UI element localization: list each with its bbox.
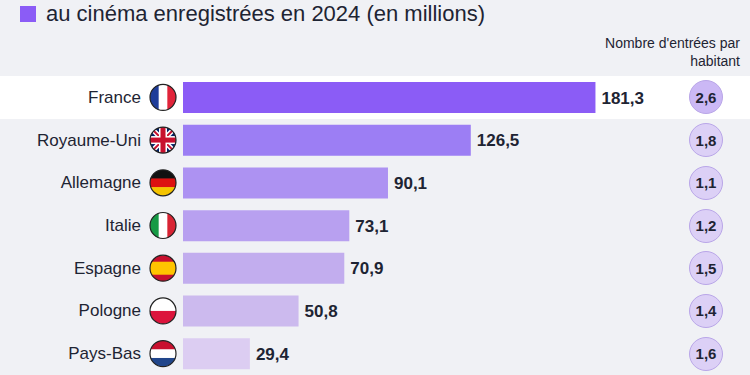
- html-text:1,1: 1,1: [695, 174, 717, 192]
- html-text:1,6: 1,6: [695, 345, 717, 363]
- svg-text:Royaume-Uni: Royaume-Uni: [37, 131, 141, 150]
- svg-text:70,9: 70,9: [350, 259, 383, 278]
- html-text:1,5: 1,5: [695, 259, 717, 277]
- html-text:1,8: 1,8: [695, 131, 717, 149]
- svg-text:Pologne: Pologne: [79, 301, 141, 320]
- svg-text:France: France: [88, 88, 141, 107]
- svg-text:29,4: 29,4: [256, 345, 290, 364]
- svg-text:126,5: 126,5: [477, 131, 520, 150]
- svg-text:Pays-Bas: Pays-Bas: [68, 344, 141, 363]
- html-text:au cinéma enregistrées en 2024: au cinéma enregistrées en 2024 (en milli…: [46, 1, 485, 26]
- svg-text:50,8: 50,8: [305, 302, 338, 321]
- svg-text:Italie: Italie: [105, 216, 141, 235]
- html-text:1,4: 1,4: [695, 302, 717, 320]
- html-text:1,2: 1,2: [695, 217, 717, 234]
- svg-text:Allemagne: Allemagne: [61, 173, 141, 192]
- svg-text:Espagne: Espagne: [74, 259, 141, 278]
- svg-text:181,3: 181,3: [601, 89, 644, 108]
- html-text:Nombre d'entrées par habitant: Nombre d'entrées par habitant: [605, 35, 740, 69]
- svg-text:73,1: 73,1: [355, 217, 388, 236]
- svg-text:90,1: 90,1: [394, 174, 427, 193]
- html-text:2,6: 2,6: [695, 88, 717, 106]
